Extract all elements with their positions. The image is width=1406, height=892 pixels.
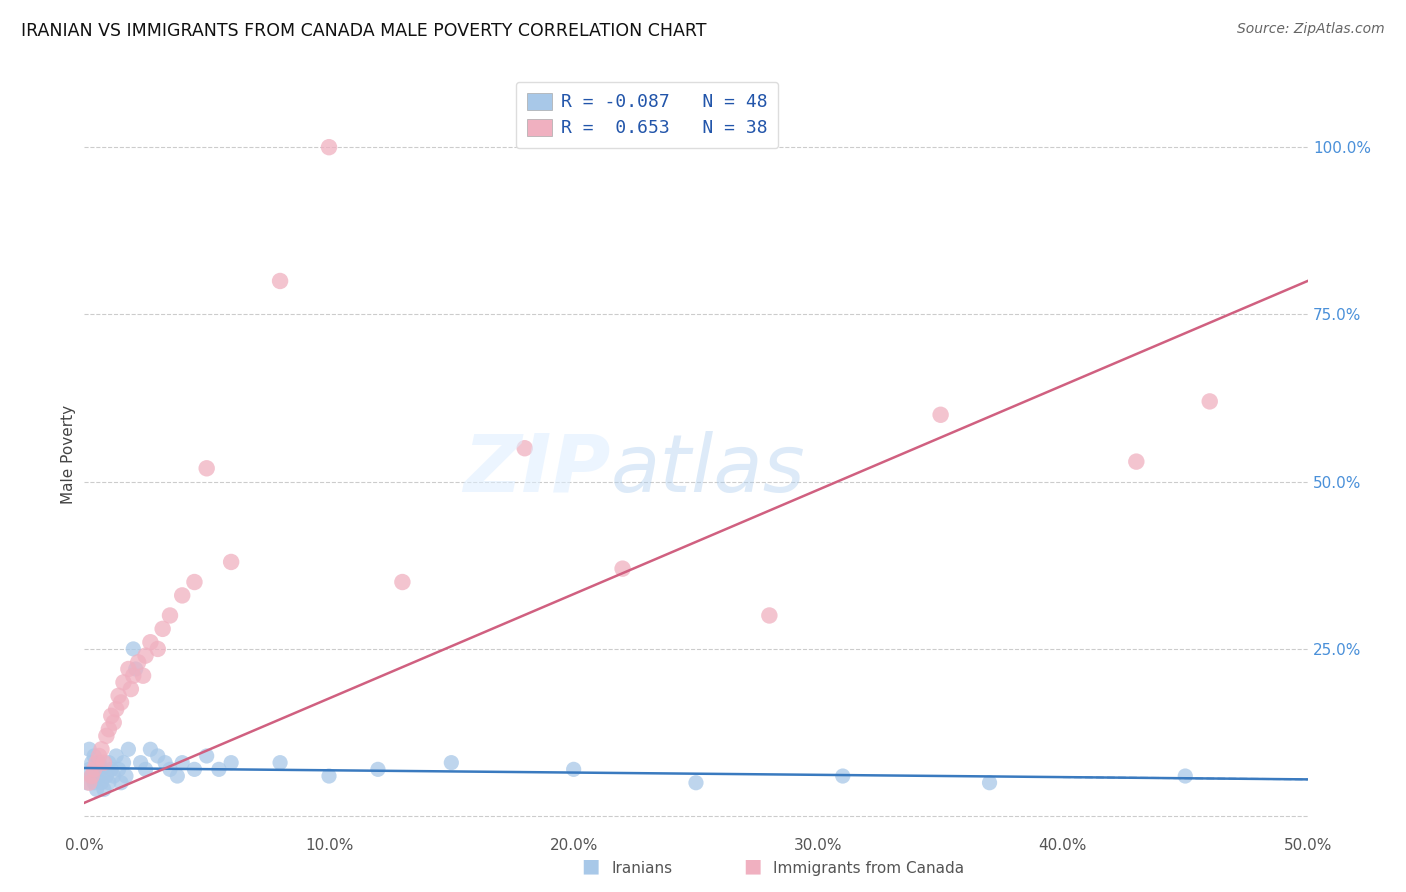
Point [1125,455,1147,469]
Text: ■: ■ [742,857,762,876]
Point [153,756,176,770]
Point [96,729,118,743]
Point [139,635,162,649]
Point [139,742,162,756]
Point [219,756,242,770]
Point [172,756,194,770]
Point [97,756,120,770]
Point [195,461,218,475]
Point [391,575,413,590]
Point [107,762,129,776]
Point [83,762,105,776]
Point [100,762,122,776]
Point [318,769,340,783]
Point [112,675,135,690]
Point [100,708,122,723]
Point [110,776,132,790]
Point [105,749,128,764]
Text: Immigrants from Canada: Immigrants from Canada [773,861,965,876]
Point [107,689,129,703]
Point [135,762,157,776]
Point [135,648,157,663]
Point [103,715,125,730]
Point [367,762,389,776]
Point [80,769,103,783]
Point [831,769,853,783]
Point [90,762,112,776]
Point [86,782,108,797]
Point [87,756,110,770]
Point [77,776,100,790]
Point [685,776,707,790]
Point [125,662,148,676]
Y-axis label: Male Poverty: Male Poverty [60,405,76,505]
Point [90,742,112,756]
Point [122,642,145,657]
Text: Iranians: Iranians [612,861,672,876]
Text: Source: ZipAtlas.com: Source: ZipAtlas.com [1237,22,1385,37]
Point [87,749,110,764]
Point [117,742,139,756]
Point [979,776,1001,790]
Point [195,749,218,764]
Point [129,756,152,770]
Point [172,589,194,603]
Point [93,756,115,770]
Point [80,769,103,783]
Point [269,756,291,770]
Point [87,769,110,783]
Point [96,769,118,783]
Point [93,782,115,797]
Point [97,776,120,790]
Point [77,762,100,776]
Point [97,723,120,737]
Point [117,662,139,676]
Point [90,776,112,790]
Point [103,769,125,783]
Point [83,776,105,790]
Point [159,608,181,623]
Text: ZIP: ZIP [463,431,610,509]
Text: IRANIAN VS IMMIGRANTS FROM CANADA MALE POVERTY CORRELATION CHART: IRANIAN VS IMMIGRANTS FROM CANADA MALE P… [21,22,707,40]
Point [115,769,138,783]
Text: atlas: atlas [610,431,806,509]
Legend: R = -0.087   N = 48, R =  0.653   N = 38: R = -0.087 N = 48, R = 0.653 N = 38 [516,82,779,148]
Point [152,622,174,636]
Point [105,702,128,716]
Point [269,274,291,288]
Point [146,642,169,657]
Point [166,769,188,783]
Point [159,762,181,776]
Point [758,608,780,623]
Point [76,776,98,790]
Point [146,749,169,764]
Point [112,756,135,770]
Point [132,669,155,683]
Point [183,762,205,776]
Point [86,756,108,770]
Point [83,749,105,764]
Point [562,762,585,776]
Point [77,742,100,756]
Point [929,408,952,422]
Point [208,762,231,776]
Text: ■: ■ [581,857,600,876]
Point [86,762,108,776]
Point [513,442,536,455]
Point [80,756,103,770]
Point [1174,769,1197,783]
Point [1198,394,1220,409]
Point [219,555,242,569]
Point [440,756,463,770]
Point [183,575,205,590]
Point [612,562,634,576]
Point [120,682,142,697]
Point [127,655,149,669]
Point [122,669,145,683]
Point [318,140,340,154]
Point [110,696,132,710]
